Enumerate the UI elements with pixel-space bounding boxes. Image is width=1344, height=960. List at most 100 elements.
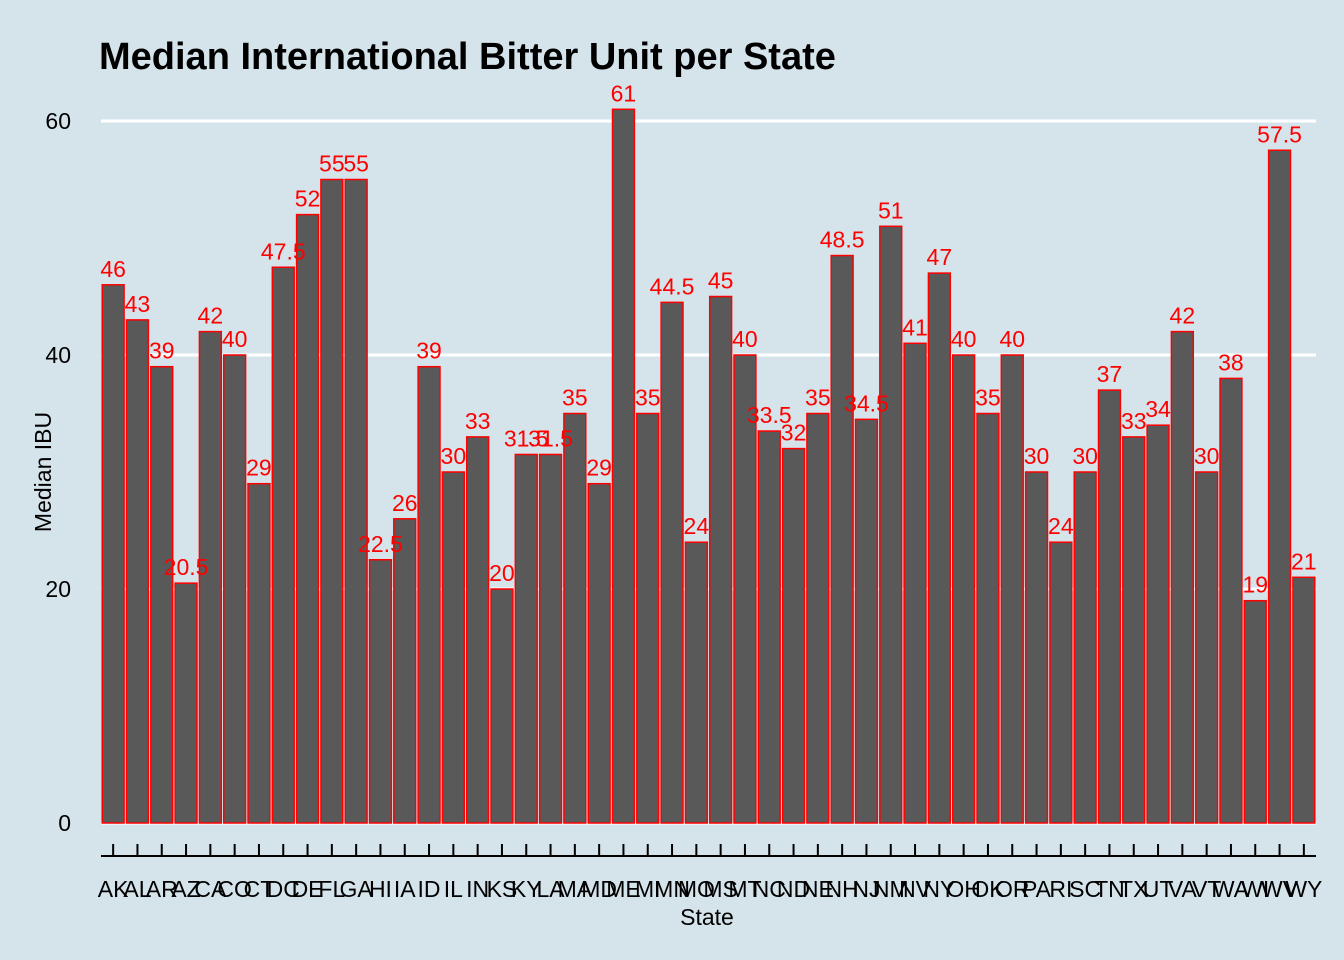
data-label-WY: 21: [1291, 548, 1317, 574]
data-label-DE: 52: [295, 186, 321, 212]
data-label-NJ: 34.5: [844, 390, 889, 416]
data-label-KY: 31.5: [504, 425, 549, 451]
x-tick-label-CT: CT: [244, 876, 275, 902]
data-label-CO: 40: [222, 326, 248, 352]
bar-IA: [393, 518, 417, 824]
x-tick-label-PA: PA: [1022, 876, 1052, 902]
y-tick-label: 0: [58, 810, 71, 836]
x-tick-label-ID: ID: [418, 876, 441, 902]
bar-NV: [903, 342, 927, 824]
data-label-IN: 33: [465, 408, 491, 434]
x-tick-label-TN: TN: [1094, 876, 1125, 902]
x-tick-label-KS: KS: [487, 876, 518, 902]
bar-ID: [417, 365, 441, 824]
data-label-IL: 30: [441, 443, 467, 469]
x-tick-label-CO: CO: [217, 876, 252, 902]
data-label-MD: 29: [586, 455, 612, 481]
x-tick-label-WI: WI: [1241, 876, 1269, 902]
x-tick-label-IA: IA: [394, 876, 416, 902]
data-label-NV: 41: [902, 314, 928, 340]
x-tick-label-HI: HI: [369, 876, 392, 902]
bars: [101, 108, 1316, 824]
data-label-WA: 38: [1218, 349, 1244, 375]
data-label-RI: 24: [1048, 513, 1074, 539]
bar-NJ: [854, 418, 879, 824]
bar-DC: [271, 266, 295, 824]
x-tick-label-MO: MO: [678, 876, 715, 902]
data-label-IA: 26: [392, 490, 418, 516]
data-label-NY: 47: [927, 244, 953, 270]
x-tick-label-RI: RI: [1049, 876, 1072, 902]
x-tick-label-OK: OK: [971, 876, 1005, 902]
bar-NC: [757, 430, 781, 824]
x-tick-label-AK: AK: [98, 876, 129, 902]
x-tick-label-WV: WV: [1261, 876, 1299, 902]
data-label-NC: 33.5: [747, 402, 792, 428]
x-tick-label-DE: DE: [292, 876, 324, 902]
data-label-DC: 47.5: [261, 238, 306, 264]
data-label-CT: 29: [246, 455, 272, 481]
data-label-AK: 46: [100, 256, 126, 282]
data-label-FL: 55: [319, 151, 345, 177]
bar-VT: [1194, 471, 1219, 824]
bar-MD: [587, 482, 611, 824]
x-tick-label-MS: MS: [703, 876, 738, 902]
data-label-MA: 35: [562, 385, 588, 411]
bar-NH: [830, 254, 854, 824]
x-tick-label-AR: AR: [146, 876, 178, 902]
x-tick-label-CA: CA: [194, 876, 227, 902]
data-label-VA: 42: [1170, 303, 1196, 329]
bar-KS: [490, 588, 514, 824]
bar-UT: [1146, 424, 1170, 824]
bar-AZ: [174, 582, 198, 824]
bar-MT: [733, 354, 757, 824]
bar-IL: [441, 471, 466, 824]
y-axis: 0 20 40 60: [45, 108, 71, 836]
x-tick-label-MT: MT: [728, 876, 761, 902]
data-label-AL: 43: [125, 291, 151, 317]
bar-CT: [247, 482, 271, 824]
bar-OH: [951, 354, 976, 824]
data-label-VT: 30: [1194, 443, 1220, 469]
bar-SC: [1073, 471, 1097, 824]
data-label-CA: 42: [198, 303, 224, 329]
data-label-LA: 31.5: [528, 425, 573, 451]
y-tick-label: 60: [45, 108, 71, 134]
data-label-MI: 35: [635, 385, 661, 411]
data-labels: 46433920.542402947.552555522.52639303320…: [100, 80, 1316, 597]
data-label-SC: 30: [1072, 443, 1098, 469]
bar-MS: [708, 295, 733, 824]
data-label-MO: 24: [684, 513, 710, 539]
bar-PA: [1024, 471, 1049, 824]
x-tick-label-NM: NM: [873, 876, 909, 902]
chart-title: Median International Bitter Unit per Sta…: [99, 36, 836, 78]
bar-HI: [368, 559, 393, 824]
x-tick-label-VT: VT: [1192, 876, 1221, 902]
x-tick-label-OR: OR: [995, 876, 1030, 902]
data-label-ID: 39: [416, 338, 442, 364]
data-label-NH: 48.5: [820, 227, 865, 253]
x-tick-label-OH: OH: [946, 876, 981, 902]
x-tick-label-MD: MD: [581, 876, 617, 902]
data-label-MN: 44.5: [650, 273, 695, 299]
data-label-WI: 19: [1242, 572, 1268, 598]
data-label-NM: 51: [878, 197, 904, 223]
bar-ND: [781, 447, 806, 824]
x-tick-label-NJ: NJ: [852, 876, 880, 902]
x-tick-label-FL: FL: [318, 876, 345, 902]
bar-GA: [344, 178, 368, 824]
bar-DE: [295, 213, 320, 824]
data-label-UT: 34: [1145, 396, 1171, 422]
y-tick-label: 20: [45, 576, 71, 602]
bar-AK: [101, 284, 125, 824]
bar-TN: [1097, 389, 1122, 824]
x-tick-label-KY: KY: [511, 876, 542, 902]
x-tick-label-MN: MN: [654, 876, 690, 902]
x-tick-label-IN: IN: [466, 876, 489, 902]
bar-TX: [1122, 436, 1146, 824]
data-label-TN: 37: [1097, 361, 1123, 387]
bar-NE: [806, 412, 830, 824]
bar-WY: [1292, 576, 1316, 824]
x-tick-label-AZ: AZ: [171, 876, 200, 902]
